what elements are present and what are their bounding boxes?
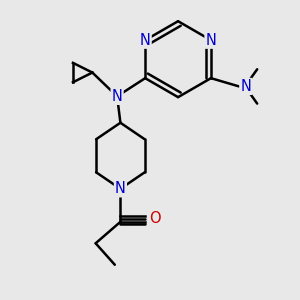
Text: N: N: [206, 33, 216, 48]
Text: N: N: [112, 89, 122, 104]
Text: N: N: [140, 33, 151, 48]
Text: O: O: [149, 212, 161, 226]
Text: N: N: [115, 181, 126, 196]
Text: N: N: [240, 79, 251, 94]
